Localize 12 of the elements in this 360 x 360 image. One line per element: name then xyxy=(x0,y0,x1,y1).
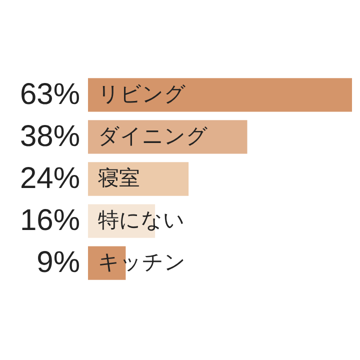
bar xyxy=(88,120,248,154)
y-tick-label: 寝室 xyxy=(98,166,140,190)
data-label: 16% xyxy=(20,204,80,238)
y-tick-label: ダイニング xyxy=(98,124,208,148)
bar xyxy=(88,78,352,112)
data-label: 9% xyxy=(36,246,80,280)
data-label: 24% xyxy=(20,162,80,195)
data-label: 63% xyxy=(20,78,80,111)
data-label: 38% xyxy=(20,120,80,153)
y-tick-label: 特にない xyxy=(98,208,185,232)
bar xyxy=(88,162,189,196)
y-tick-label: リビング xyxy=(98,82,186,106)
